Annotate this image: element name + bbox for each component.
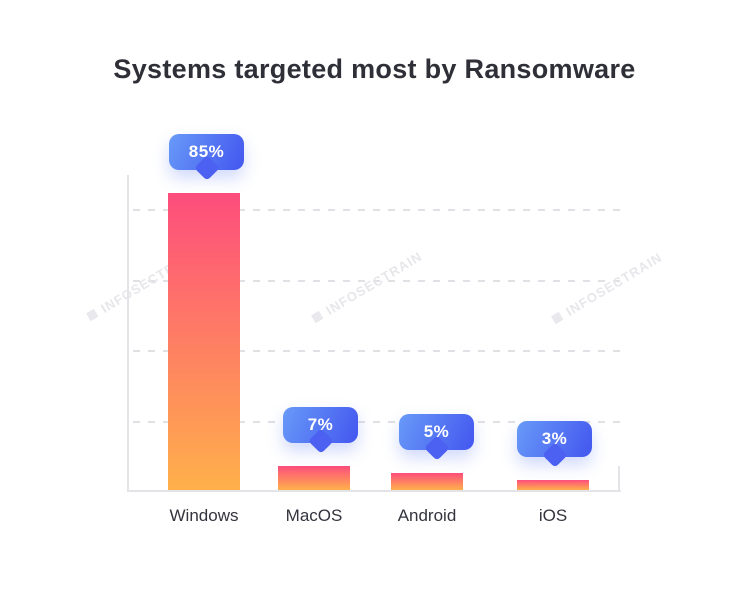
value-label-macos: 7% [307,414,334,434]
infosectrain-logo-icon: ▦ [84,306,101,323]
gridline-20 [133,420,621,423]
bar-windows [168,192,240,490]
right-axis-stub [618,466,620,492]
value-label-ios: 3% [541,428,568,448]
value-label-windows: 85% [188,141,225,161]
y-axis-line [127,175,129,492]
value-bubble-macos: 7% [283,406,358,454]
category-label-android: Android [397,506,457,525]
category-label-windows: Windows [169,506,239,525]
gridline-60 [133,279,621,282]
gridline-40 [133,350,621,353]
bar-macos [278,465,350,490]
value-label-android: 5% [423,421,450,441]
x-axis-line [127,490,621,492]
value-bubble-android: 5% [399,413,474,461]
gridline-80 [133,209,621,212]
bar-ios [517,479,589,490]
category-label-ios: iOS [538,506,568,525]
chart-title: Systems targeted most by Ransomware [113,54,636,84]
plot-area: 85% Windows 7% MacOS 5% Android 3% iOS [127,133,621,525]
category-label-macos: MacOS [285,506,343,525]
bar-android [391,472,463,490]
value-bubble-ios: 3% [517,420,592,468]
value-bubble-windows: 85% [169,133,244,181]
